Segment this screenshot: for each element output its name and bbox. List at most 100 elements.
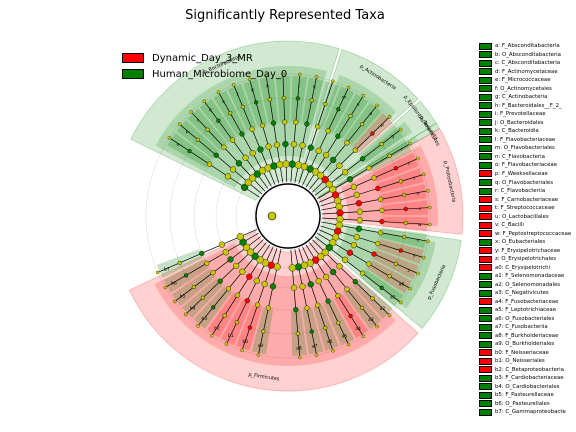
tree-node xyxy=(183,273,189,278)
taxa-key-label: w: F_Peptostreptococcaceae xyxy=(495,230,572,237)
taxa-key-swatch xyxy=(479,298,492,306)
tree-node xyxy=(366,165,372,171)
taxa-key-swatch xyxy=(479,289,492,297)
tree-node xyxy=(398,248,403,253)
tree-node xyxy=(336,215,344,223)
tree-node xyxy=(251,252,259,260)
tree-node xyxy=(348,313,353,319)
tree-node xyxy=(261,281,268,288)
taxa-key-item: h: F_Bacteroidales__F_2_ xyxy=(479,102,576,111)
taxa-key-swatch xyxy=(479,306,492,314)
tree-node xyxy=(304,305,310,311)
taxa-key-label: t: F_Streptococcaceae xyxy=(495,205,555,212)
taxon-wedge-label: p xyxy=(381,123,384,128)
leaf-node xyxy=(202,99,207,104)
taxa-key-item: r: C_Flavobacteriia xyxy=(479,187,576,196)
taxa-key-label: a7: C_Fusobacteriia xyxy=(495,324,548,331)
tree-node xyxy=(335,221,343,229)
tree-node xyxy=(371,251,377,257)
tree-node xyxy=(309,329,314,334)
tree-node xyxy=(315,278,322,285)
taxon-wedge-label: d xyxy=(209,107,212,113)
taxon-wedge-label: m xyxy=(342,96,346,101)
tree-node xyxy=(282,160,290,168)
leaf-node xyxy=(346,342,351,347)
leaf-node xyxy=(416,156,420,161)
legend-entry-human-microbiome-day-0: Human_Microbiome_Day_0 xyxy=(122,66,287,82)
legend-label: Dynamic_Day_3_MR xyxy=(152,52,253,64)
tree-node xyxy=(344,140,350,146)
taxa-key-label: b1: O_Neisseriales xyxy=(495,358,545,365)
taxa-key-label: b4: O_Cardiobacteriales xyxy=(495,383,560,390)
taxa-key-swatch xyxy=(479,144,492,152)
tree-ring xyxy=(145,73,431,359)
tree-node xyxy=(355,225,362,232)
tree-node xyxy=(350,183,357,190)
tree-node xyxy=(330,156,337,164)
taxa-key-item: a1: F_Selenomonadaceae xyxy=(479,272,576,281)
tree-node xyxy=(307,281,314,288)
taxa-key-item: b7: C_Gammaproteobacte xyxy=(479,408,576,417)
tree-node xyxy=(200,295,206,300)
tree-node xyxy=(261,259,270,267)
taxa-key-swatch xyxy=(479,153,492,161)
taxa-key-label: c: C_Absconditabacteria xyxy=(495,60,561,67)
legend-swatch-green xyxy=(122,69,144,79)
tree-node xyxy=(325,298,331,304)
tree-node xyxy=(295,331,300,336)
tree-node xyxy=(359,270,366,276)
tree-node xyxy=(273,263,281,271)
taxa-key-item: a6: O_Fusobacteriales xyxy=(479,315,576,324)
leaf-node xyxy=(346,85,351,90)
taxa-key-swatch xyxy=(479,85,492,93)
taxa-key-swatch xyxy=(479,374,492,382)
tree-node xyxy=(239,131,245,137)
taxa-key-label: g: C_Actinobacteria xyxy=(495,94,548,101)
taxa-key-label: b6: O_Pasteurellales xyxy=(495,400,550,407)
taxa-key-label: j: O_Bacteroidales xyxy=(495,119,544,126)
tree-node xyxy=(229,166,237,173)
tree-node xyxy=(336,320,341,325)
taxon-wedge-label: a xyxy=(176,142,179,147)
leaf-node xyxy=(425,189,430,193)
leaf-node xyxy=(408,286,412,291)
taxa-key-item: a7: C_Fusobacteriia xyxy=(479,323,576,332)
tree-node xyxy=(187,148,192,154)
tree-node xyxy=(216,118,221,123)
taxa-key-swatch xyxy=(479,366,492,374)
taxa-key-label: i: F_Prevotellaceae xyxy=(495,111,546,118)
tree-node xyxy=(269,283,277,290)
clade-inner-wedge xyxy=(308,75,396,175)
taxa-key-item: b1: O_Neisseriales xyxy=(479,357,576,366)
taxa-key-label: b7: C_Gammaproteobacte xyxy=(495,409,566,416)
tree-node xyxy=(224,173,231,180)
tree-node xyxy=(222,313,227,318)
tree-node xyxy=(228,111,233,116)
tree-node xyxy=(355,200,362,207)
root-circle xyxy=(255,183,321,249)
tree-node xyxy=(290,284,298,291)
legend-label: Human_Microbiome_Day_0 xyxy=(152,68,288,80)
leaf-node xyxy=(281,72,285,76)
tree-node xyxy=(348,113,353,119)
taxon-wedge-label: x xyxy=(417,238,420,243)
tree-node xyxy=(321,248,329,256)
leaf-node xyxy=(247,77,252,82)
taxa-key-label: d: F_Actinomycetaceae xyxy=(495,68,558,75)
tree-node xyxy=(191,284,196,290)
tree-node xyxy=(288,160,296,168)
tree-node xyxy=(248,174,257,182)
tree-node xyxy=(249,126,255,132)
tree-node xyxy=(335,293,341,299)
tree-node xyxy=(353,234,360,241)
tree-node xyxy=(225,286,232,292)
taxa-key-item: x: O_Eubacteriales xyxy=(479,238,576,247)
tree-node xyxy=(352,147,358,153)
tree-node xyxy=(370,296,375,301)
leaf-node xyxy=(196,324,200,328)
taxa-key-swatch xyxy=(479,357,492,365)
taxa-key-swatch xyxy=(479,204,492,212)
legend: Dynamic_Day_3_MR Human_Microbiome_Day_0 xyxy=(122,50,287,82)
taxon-wedge-label: u xyxy=(416,192,419,197)
